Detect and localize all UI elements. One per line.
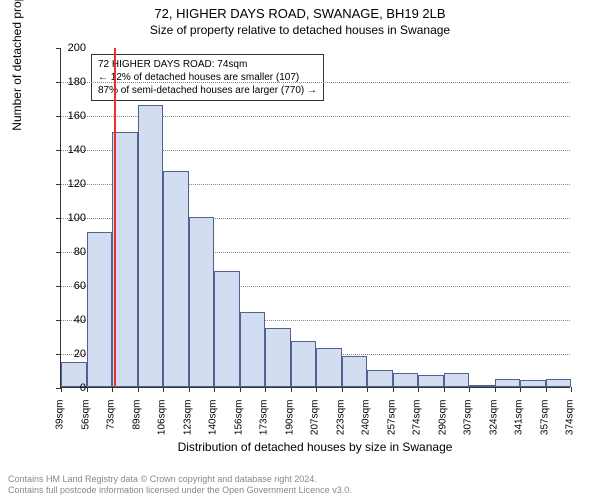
xtick-mark	[214, 387, 215, 392]
histogram-bar	[520, 380, 546, 387]
histogram-bar	[163, 171, 189, 387]
chart-container: 72, HIGHER DAYS ROAD, SWANAGE, BH19 2LB …	[0, 0, 600, 500]
ytick-label: 180	[56, 76, 86, 88]
histogram-bar	[546, 379, 572, 388]
ytick-label: 200	[56, 42, 86, 54]
page-subtitle: Size of property relative to detached ho…	[0, 21, 600, 37]
xtick-mark	[189, 387, 190, 392]
xtick-label: 173sqm	[259, 400, 270, 450]
xtick-label: 207sqm	[310, 400, 321, 450]
annotation-line1: 72 HIGHER DAYS ROAD: 74sqm	[98, 58, 317, 71]
ytick-label: 80	[56, 246, 86, 258]
xtick-mark	[265, 387, 266, 392]
histogram-bar	[495, 379, 521, 388]
xtick-label: 341sqm	[514, 400, 525, 450]
xtick-mark	[87, 387, 88, 392]
ytick-label: 60	[56, 280, 86, 292]
ytick-label: 140	[56, 144, 86, 156]
footer-line1: Contains HM Land Registry data © Crown c…	[8, 474, 352, 485]
ytick-label: 40	[56, 314, 86, 326]
page-title: 72, HIGHER DAYS ROAD, SWANAGE, BH19 2LB	[0, 0, 600, 21]
footer: Contains HM Land Registry data © Crown c…	[8, 474, 352, 496]
ytick-label: 120	[56, 178, 86, 190]
xtick-label: 274sqm	[412, 400, 423, 450]
xtick-mark	[495, 387, 496, 392]
histogram-bar	[265, 328, 291, 388]
xtick-mark	[138, 387, 139, 392]
marker-line	[114, 48, 116, 387]
y-axis-label: Number of detached properties	[10, 0, 24, 218]
annotation-line3: 87% of semi-detached houses are larger (…	[98, 84, 317, 97]
xtick-label: 123sqm	[182, 400, 193, 450]
xtick-label: 374sqm	[565, 400, 576, 450]
xtick-mark	[469, 387, 470, 392]
histogram-bar	[393, 373, 419, 387]
xtick-mark	[367, 387, 368, 392]
xtick-label: 39sqm	[55, 400, 66, 450]
xtick-mark	[163, 387, 164, 392]
chart-area: 72 HIGHER DAYS ROAD: 74sqm ← 12% of deta…	[60, 48, 570, 388]
xtick-mark	[444, 387, 445, 392]
histogram-bar	[444, 373, 470, 387]
histogram-bar	[291, 341, 317, 387]
ytick-label: 0	[56, 382, 86, 394]
ytick-label: 100	[56, 212, 86, 224]
xtick-label: 357sqm	[539, 400, 550, 450]
xtick-mark	[316, 387, 317, 392]
plot-region: 72 HIGHER DAYS ROAD: 74sqm ← 12% of deta…	[60, 48, 570, 388]
xtick-label: 307sqm	[463, 400, 474, 450]
ytick-label: 160	[56, 110, 86, 122]
histogram-bar	[214, 271, 240, 387]
xtick-label: 73sqm	[106, 400, 117, 450]
gridline	[61, 82, 570, 83]
xtick-mark	[240, 387, 241, 392]
histogram-bar	[138, 105, 164, 387]
xtick-mark	[571, 387, 572, 392]
xtick-mark	[342, 387, 343, 392]
xtick-label: 290sqm	[437, 400, 448, 450]
histogram-bar	[189, 217, 215, 387]
xtick-label: 190sqm	[284, 400, 295, 450]
footer-line2: Contains full postcode information licen…	[8, 485, 352, 496]
xtick-label: 257sqm	[386, 400, 397, 450]
xtick-mark	[112, 387, 113, 392]
histogram-bar	[240, 312, 266, 387]
histogram-bar	[418, 375, 444, 387]
histogram-bar	[87, 232, 113, 387]
xtick-label: 240sqm	[361, 400, 372, 450]
xtick-label: 106sqm	[157, 400, 168, 450]
xtick-label: 324sqm	[488, 400, 499, 450]
xtick-label: 156sqm	[233, 400, 244, 450]
xtick-mark	[291, 387, 292, 392]
xtick-mark	[393, 387, 394, 392]
xtick-mark	[418, 387, 419, 392]
xtick-label: 89sqm	[131, 400, 142, 450]
histogram-bar	[316, 348, 342, 387]
histogram-bar	[469, 385, 495, 387]
xtick-label: 140sqm	[208, 400, 219, 450]
histogram-bar	[367, 370, 393, 387]
annotation-box: 72 HIGHER DAYS ROAD: 74sqm ← 12% of deta…	[91, 54, 324, 101]
ytick-label: 20	[56, 348, 86, 360]
xtick-mark	[546, 387, 547, 392]
xtick-label: 56sqm	[80, 400, 91, 450]
xtick-label: 223sqm	[335, 400, 346, 450]
histogram-bar	[342, 356, 368, 387]
xtick-mark	[520, 387, 521, 392]
